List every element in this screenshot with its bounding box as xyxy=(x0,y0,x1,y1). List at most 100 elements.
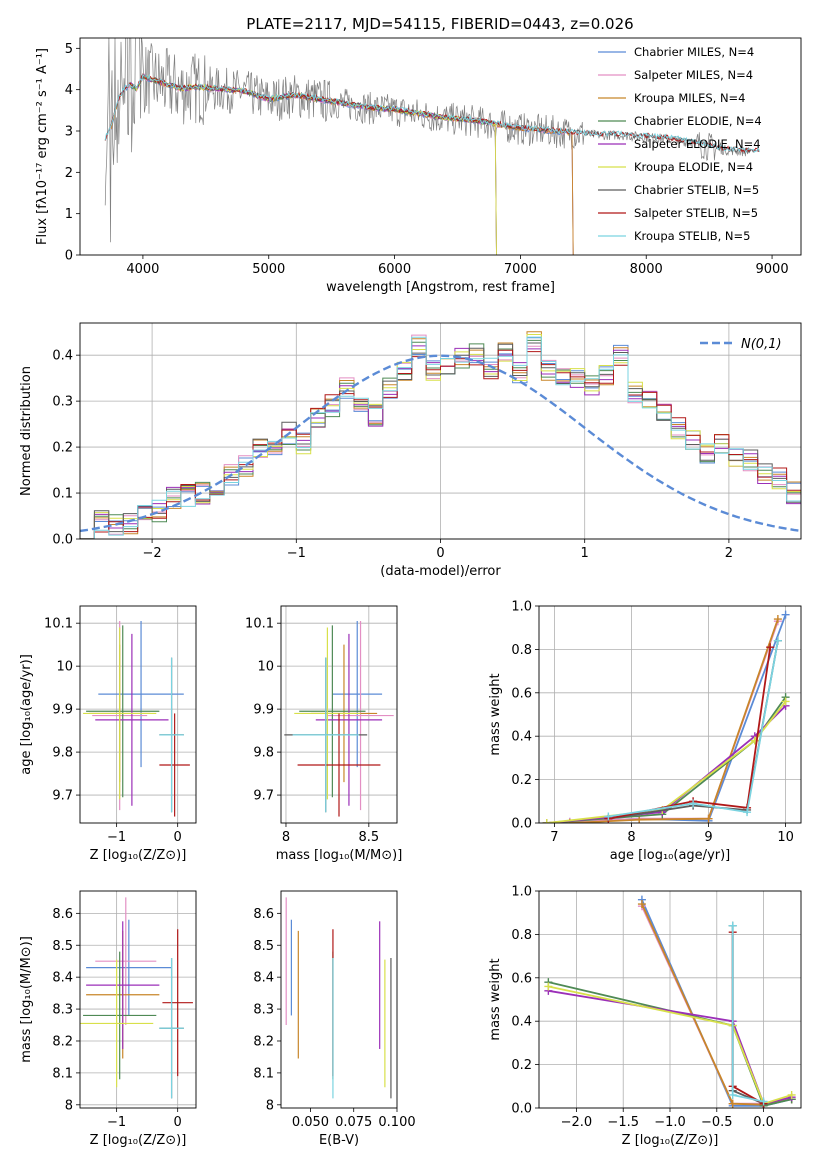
y-tick-label: 9.8 xyxy=(52,746,73,761)
weight-line xyxy=(731,925,764,1103)
y-tick-label: 8.1 xyxy=(253,1066,274,1081)
x-tick-label: 8 xyxy=(627,830,635,845)
weight-marker xyxy=(689,799,698,808)
x-tick-label: 9 xyxy=(704,830,712,845)
axes-frame xyxy=(538,890,802,1109)
histogram-step xyxy=(80,342,801,539)
y-tick-label: 1.0 xyxy=(511,600,532,615)
weight-marker xyxy=(728,921,737,930)
axes-frame xyxy=(280,605,398,824)
x-tick-label: 0 xyxy=(436,546,444,561)
y-tick-label: 0.0 xyxy=(511,817,532,832)
axes-frame xyxy=(79,322,802,540)
panels: 4000 5000 6000 7000 8000 9000012345wavelength… xyxy=(19,37,802,1148)
y-tick-label: 8.2 xyxy=(253,1034,274,1049)
x-axis-label: Z [log₁₀(Z/Z⊙)] xyxy=(90,848,187,863)
y-tick-label: 8.4 xyxy=(253,971,274,986)
y-axis-label: mass [log₁₀(M/M⊙)] xyxy=(19,936,34,1063)
legend-entry: Chabrier ELODIE, N=4 xyxy=(634,114,762,128)
plot-area-weight_vs_age xyxy=(542,610,790,823)
y-axis-label: mass weight xyxy=(488,958,503,1040)
y-tick-label: 0.2 xyxy=(52,441,73,456)
y-tick-label: 8.3 xyxy=(52,1003,73,1018)
plot-area-age_vs_mass xyxy=(284,621,394,817)
x-tick-label: 0.050 xyxy=(292,1115,329,1130)
y-tick-label: 10 xyxy=(56,660,73,675)
x-tick-label: 6000 xyxy=(378,262,411,277)
y-tick-label: 9.9 xyxy=(253,703,274,718)
y-tick-label: 9.8 xyxy=(253,746,274,761)
x-tick-label: 9000 xyxy=(756,262,789,277)
x-tick-label: −2 xyxy=(143,546,162,561)
x-tick-label: 8.5 xyxy=(358,830,379,845)
y-tick-label: 8.5 xyxy=(253,939,274,954)
x-axis-label: wavelength [Angstrom, rest frame] xyxy=(326,280,555,295)
panel-mass_vs_ebv: 0.050 0.075 0.100 8 8.1 8.2 8.3 8.4 8.5 8.6 E(B-V) xyxy=(253,890,416,1148)
axes-frame xyxy=(79,890,197,1109)
y-tick-label: 9.7 xyxy=(52,789,73,804)
y-tick-label: 4 xyxy=(65,83,73,98)
x-tick-label: 8 xyxy=(282,830,290,845)
panel-spectrum: 4000 5000 6000 7000 8000 9000 0 1 2 3 4 5 wavelength… xyxy=(35,37,802,295)
y-tick-label: 0.4 xyxy=(511,1015,532,1030)
axes-frame xyxy=(79,37,802,256)
weight-marker xyxy=(766,643,775,652)
y-tick-label: 0.8 xyxy=(511,928,532,943)
weight-marker xyxy=(773,636,782,645)
y-tick-label: 8.4 xyxy=(52,971,73,986)
plot-area-spectrum xyxy=(104,38,760,255)
weight-marker xyxy=(781,610,790,619)
legend-entry: Chabrier MILES, N=4 xyxy=(634,45,754,59)
weight-marker xyxy=(728,1090,737,1099)
weight-line xyxy=(608,640,779,820)
weight-marker xyxy=(759,1097,768,1106)
x-tick-label: −0.5 xyxy=(701,1115,733,1130)
x-tick-label: 7 xyxy=(550,830,558,845)
y-tick-label: 2 xyxy=(65,166,73,181)
y-tick-label: 8.5 xyxy=(52,939,73,954)
y-tick-label: 0 xyxy=(65,249,73,264)
weight-line xyxy=(569,620,779,823)
x-tick-label: 0 xyxy=(174,830,182,845)
y-tick-label: 0.3 xyxy=(52,395,73,410)
plot-area-residuals xyxy=(80,331,801,539)
x-tick-label: 0.0 xyxy=(753,1115,774,1130)
panel-mass_vs_z: −1 0 8 8.1 8.2 8.3 8.4 8.5 8.6 Z [log₁₀(Z/Z⊙)] mas… xyxy=(19,890,197,1148)
legend-entry: Kroupa ELODIE, N=4 xyxy=(634,160,753,174)
axes-frame xyxy=(280,890,398,1109)
plot-area-age_vs_z xyxy=(83,621,190,817)
histogram-step xyxy=(80,336,801,539)
x-tick-label: −1.5 xyxy=(607,1115,639,1130)
y-tick-label: 9.7 xyxy=(253,789,274,804)
weight-line xyxy=(608,640,779,818)
weight-marker xyxy=(781,697,790,706)
y-tick-label: 8 xyxy=(266,1098,274,1113)
weight-marker xyxy=(604,812,613,821)
y-tick-label: 3 xyxy=(65,125,73,140)
weight-line xyxy=(546,705,787,823)
y-tick-label: 8 xyxy=(65,1098,73,1113)
y-tick-label: 10.1 xyxy=(245,617,274,632)
y-tick-label: 1 xyxy=(65,207,73,222)
histogram-step xyxy=(80,345,801,539)
y-tick-label: 0.2 xyxy=(511,773,532,788)
x-axis-label: Z [log₁₀(Z/Z⊙)] xyxy=(622,1133,719,1148)
legend-entry: Salpeter ELODIE, N=4 xyxy=(634,137,761,151)
plot-area-mass_vs_z xyxy=(80,897,193,1099)
y-tick-label: 0.8 xyxy=(511,643,532,658)
x-tick-label: −1 xyxy=(107,1115,126,1130)
histogram-step xyxy=(80,334,801,539)
y-tick-label: 10 xyxy=(257,660,274,675)
weight-line xyxy=(546,700,787,823)
panel-weight_vs_age: 7 8 9 10 0.0 0.2 0.4 0.6 0.8 1.0 age [log₁₀(age/yr… xyxy=(488,600,802,863)
y-axis-label: mass weight xyxy=(488,673,503,755)
y-tick-label: 8.1 xyxy=(52,1066,73,1081)
x-tick-label: 4000 xyxy=(126,262,159,277)
x-tick-label: 5000 xyxy=(252,262,285,277)
y-tick-label: 8.2 xyxy=(52,1034,73,1049)
y-tick-label: 0.0 xyxy=(52,533,73,548)
spectrum-model-line xyxy=(104,73,760,154)
x-tick-label: 8000 xyxy=(630,262,663,277)
x-tick-label: −1 xyxy=(287,546,306,561)
y-tick-label: 0.6 xyxy=(511,686,532,701)
